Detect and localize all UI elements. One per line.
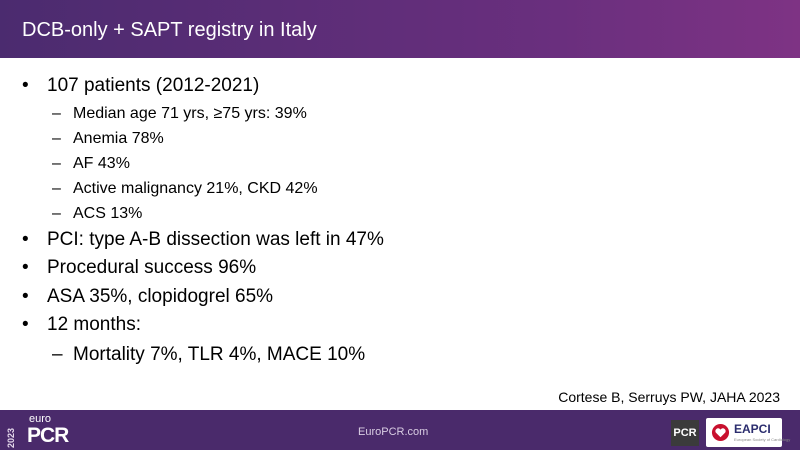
pcr-logo: PCR	[671, 420, 699, 446]
bullet: 12 months:	[0, 311, 800, 340]
bullet: Procedural success 96%	[0, 254, 800, 283]
slide-title: DCB-only + SAPT registry in Italy	[22, 19, 317, 41]
eapci-subtext: European Society of Cardiology	[734, 437, 791, 442]
footer-brand: PCR	[27, 424, 69, 447]
sub-bullet: Median age 71 yrs, ≥75 yrs: 39%	[0, 101, 800, 126]
sub-bullet: Active malignancy 21%, CKD 42%	[0, 176, 800, 201]
eapci-text: EAPCI	[734, 422, 771, 436]
footer-euro: euro	[29, 413, 52, 425]
footer-url[interactable]: EuroPCR.com	[358, 426, 429, 438]
footer-bar	[0, 410, 800, 450]
sub-bullet: AF 43%	[0, 151, 800, 176]
sub-bullet: Mortality 7%, TLR 4%, MACE 10%	[0, 340, 800, 370]
bullet: 107 patients (2012-2021)	[0, 72, 800, 101]
citation: Cortese B, Serruys PW, JAHA 2023	[558, 389, 780, 405]
sub-bullet: ACS 13%	[0, 201, 800, 226]
bullet: ASA 35%, clopidogrel 65%	[0, 283, 800, 312]
eapci-logo: EAPCI European Society of Cardiology	[706, 418, 790, 447]
sub-bullet: Anemia 78%	[0, 126, 800, 151]
bullet: PCI: type A-B dissection was left in 47%	[0, 226, 800, 255]
footer-year: 2023	[6, 427, 16, 448]
bullet-list: 107 patients (2012-2021)Median age 71 yr…	[0, 72, 800, 370]
header-bar	[0, 0, 800, 58]
heart-icon	[711, 423, 730, 442]
